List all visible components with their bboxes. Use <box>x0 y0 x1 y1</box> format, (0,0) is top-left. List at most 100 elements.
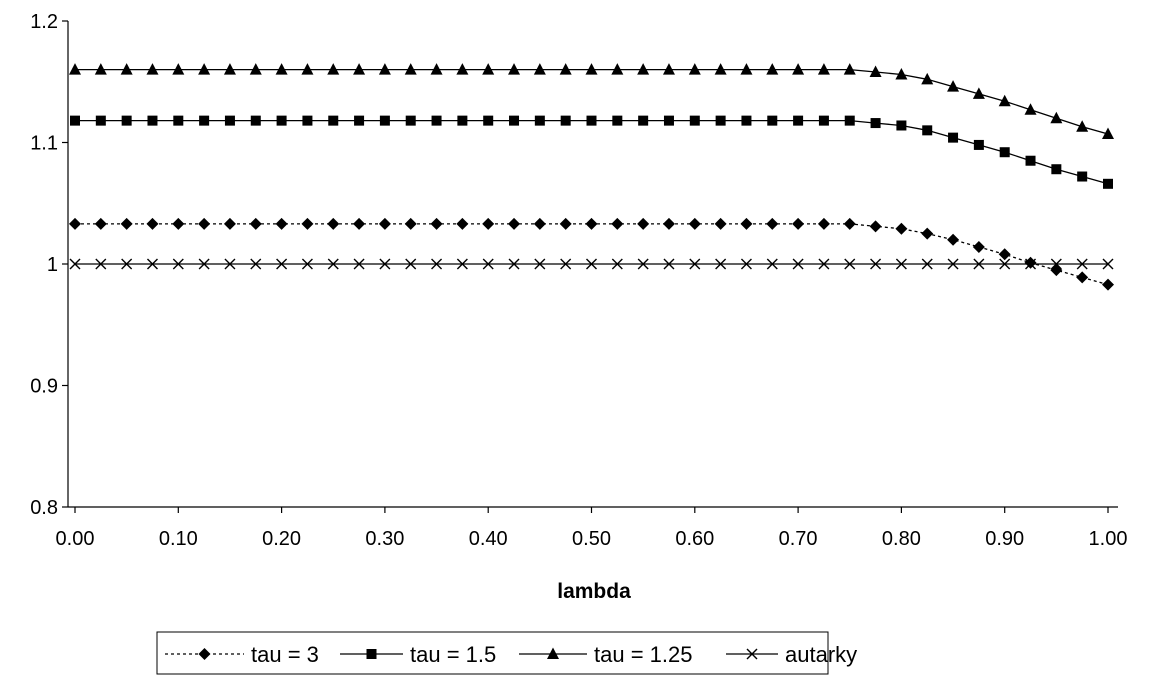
data-point-tau-1-5 <box>431 115 442 126</box>
data-point-tau-3 <box>378 217 391 230</box>
data-point-tau-3 <box>817 217 830 230</box>
data-point-autarky <box>740 258 752 270</box>
data-point-autarky <box>95 258 107 270</box>
data-point-tau-1-5 <box>534 115 545 126</box>
data-point-tau-1-25 <box>740 63 753 75</box>
data-point-autarky <box>353 258 365 270</box>
x-tick-label: 0.80 <box>882 528 921 550</box>
data-point-tau-1-5 <box>354 115 365 126</box>
data-point-tau-1-5 <box>70 115 80 126</box>
data-point-tau-1-5 <box>896 120 907 131</box>
data-point-tau-1-25 <box>714 63 727 75</box>
data-point-autarky <box>818 258 830 270</box>
series-tau-1-25 <box>69 63 1114 139</box>
data-point-tau-1-5 <box>844 115 855 126</box>
data-point-tau-1-25 <box>69 63 81 75</box>
data-point-tau-1-25 <box>508 63 521 75</box>
data-point-tau-1-25 <box>120 63 133 75</box>
data-point-autarky <box>921 258 933 270</box>
data-point-tau-3 <box>198 217 211 230</box>
data-point-tau-3 <box>998 248 1011 261</box>
data-point-tau-1-5 <box>173 115 184 126</box>
data-point-tau-3 <box>921 227 934 240</box>
data-point-tau-3 <box>662 217 675 230</box>
data-point-tau-1-25 <box>792 63 805 75</box>
data-point-tau-1-5 <box>586 115 597 126</box>
data-point-tau-3 <box>430 217 443 230</box>
data-point-tau-1-25 <box>585 63 598 75</box>
y-axis-ticks: 0.8 0.9 1 1.1 1.2 <box>30 11 68 519</box>
data-point-autarky <box>250 258 262 270</box>
data-point-tau-1-25 <box>533 63 546 75</box>
legend-label: tau = 1.5 <box>410 642 496 667</box>
data-point-autarky <box>947 258 959 270</box>
data-point-tau-1-5 <box>121 115 132 126</box>
data-point-tau-1-5 <box>199 115 210 126</box>
legend-item-autarky: autarky <box>726 642 857 667</box>
data-point-tau-1-25 <box>404 63 417 75</box>
data-point-tau-1-5 <box>276 115 287 126</box>
data-point-tau-1-25 <box>1076 120 1089 132</box>
data-point-tau-3 <box>533 217 546 230</box>
data-point-tau-1-5 <box>922 125 933 136</box>
series-layer <box>69 63 1114 291</box>
data-point-tau-3 <box>1024 256 1037 269</box>
data-point-autarky <box>301 258 313 270</box>
data-point-tau-1-5 <box>95 115 106 126</box>
data-point-tau-1-5 <box>818 115 829 126</box>
x-axis-ticks: 0.00 0.10 0.20 0.30 0.40 0.50 0.60 0.70 0.80 0.90… <box>56 507 1128 550</box>
x-tick-label: 0.40 <box>469 528 508 550</box>
data-point-tau-1-5 <box>379 115 390 126</box>
data-point-tau-1-25 <box>662 63 675 75</box>
x-tick-label: 0.90 <box>985 528 1024 550</box>
data-point-tau-1-25 <box>766 63 779 75</box>
data-point-tau-1-25 <box>482 63 495 75</box>
data-point-autarky <box>1050 258 1062 270</box>
data-point-autarky <box>560 258 572 270</box>
data-point-tau-1-25 <box>249 63 262 75</box>
data-point-tau-3 <box>456 217 469 230</box>
data-point-tau-3 <box>1076 271 1089 284</box>
data-point-tau-3 <box>275 217 288 230</box>
x-tick-label: 0.50 <box>572 528 611 550</box>
data-point-tau-3 <box>249 217 262 230</box>
series-line-tau-3 <box>75 223 1109 286</box>
data-point-tau-3 <box>404 217 417 230</box>
data-point-tau-1-5 <box>663 115 674 126</box>
data-point-autarky <box>327 258 339 270</box>
data-point-tau-1-5 <box>302 115 313 126</box>
data-point-tau-3 <box>972 240 985 253</box>
data-point-tau-1-5 <box>948 132 959 143</box>
data-point-tau-3 <box>895 222 908 235</box>
data-point-tau-1-25 <box>972 87 985 99</box>
data-point-tau-1-25 <box>353 63 366 75</box>
legend-label: tau = 1.25 <box>594 642 692 667</box>
data-point-autarky <box>586 258 597 270</box>
data-point-tau-1-25 <box>378 63 391 75</box>
data-point-tau-1-25 <box>430 63 443 75</box>
data-point-autarky <box>172 258 184 270</box>
data-point-autarky <box>766 258 778 270</box>
series-tau-3 <box>69 217 1114 291</box>
legend-marker <box>198 648 211 660</box>
data-point-tau-3 <box>611 217 624 230</box>
data-point-autarky <box>224 258 236 270</box>
data-point-autarky <box>715 258 727 270</box>
data-point-tau-3 <box>1050 264 1063 277</box>
data-point-autarky <box>999 258 1011 270</box>
data-point-tau-1-25 <box>327 63 340 75</box>
data-point-tau-1-5 <box>1051 164 1062 175</box>
data-point-tau-1-25 <box>947 80 960 92</box>
data-point-tau-1-25 <box>998 94 1011 107</box>
series-tau-1-5 <box>70 115 1113 189</box>
data-point-tau-3 <box>869 220 882 233</box>
data-point-autarky <box>456 258 468 270</box>
data-point-autarky <box>1025 258 1037 270</box>
data-point-tau-1-25 <box>921 72 934 85</box>
data-point-tau-3 <box>353 217 366 230</box>
x-tick-label: 1.00 <box>1089 528 1128 550</box>
x-tick-label: 0.00 <box>56 528 95 550</box>
data-point-autarky <box>973 258 985 270</box>
data-point-autarky <box>69 258 81 270</box>
data-point-tau-3 <box>947 233 960 246</box>
